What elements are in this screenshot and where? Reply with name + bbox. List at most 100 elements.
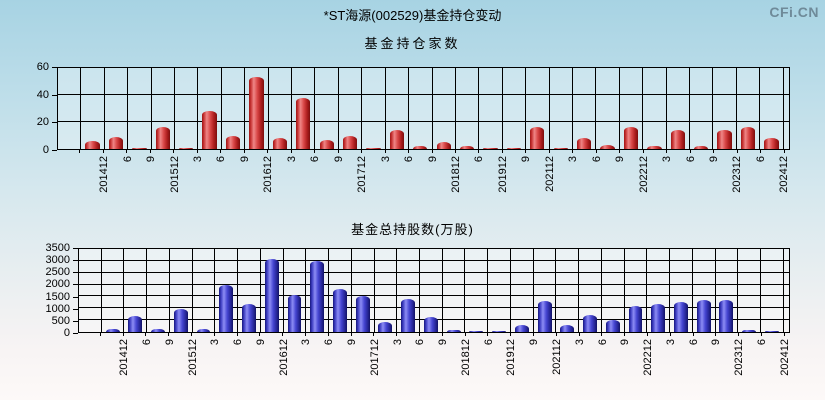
x-axis-labels: 201412 6 9 201512 3 6 9 201612 3 6 9 201712 3 6 9 20181… xyxy=(78,337,791,389)
label-cell: 6 xyxy=(456,154,485,202)
label-cell: 202212 xyxy=(625,337,654,389)
bar-9 xyxy=(225,135,241,149)
spacer-cell xyxy=(79,249,102,332)
spacer-cell xyxy=(784,249,789,332)
bar-9 xyxy=(423,317,438,332)
chart-cell xyxy=(215,249,239,332)
tick-cell xyxy=(625,333,648,336)
label-cell: 9 xyxy=(221,154,251,202)
tick-cell xyxy=(374,333,398,336)
label-cell: 3 xyxy=(174,154,204,202)
chart-cell xyxy=(175,68,199,149)
y-axis-tick xyxy=(52,150,57,151)
tick-cell xyxy=(409,150,433,153)
y-axis-tick xyxy=(73,248,78,249)
cfi-logo[interactable]: CFi.CN xyxy=(769,4,819,20)
label-cell: 9 xyxy=(602,337,631,389)
tick-cell xyxy=(714,150,738,153)
label-cell: 202412 xyxy=(761,154,790,202)
chart-cell xyxy=(556,249,580,332)
bar-3 xyxy=(196,328,211,332)
bar-9 xyxy=(242,304,256,332)
bar-202412 xyxy=(764,330,779,332)
tick-cell xyxy=(397,333,420,336)
y-axis-tick xyxy=(52,94,57,96)
bar-3 xyxy=(272,138,288,149)
bar-201712 xyxy=(342,135,358,149)
bar-201712 xyxy=(355,296,370,332)
label-cell: 202112 xyxy=(526,154,556,202)
bar-9 xyxy=(605,320,620,332)
chart-cell xyxy=(170,249,193,332)
chart-cell xyxy=(152,68,176,149)
bar-201812 xyxy=(436,142,451,149)
tick-cell xyxy=(479,150,503,153)
spacer-cell xyxy=(58,68,82,149)
chart-cell xyxy=(534,249,557,332)
tick-cell xyxy=(738,150,762,153)
bar-6 xyxy=(740,127,756,149)
tick-cell xyxy=(215,333,238,336)
label-cell: 6 xyxy=(292,154,321,202)
tick-cell xyxy=(151,150,175,153)
tick-cell xyxy=(238,333,261,336)
chart-cell xyxy=(488,249,511,332)
tick-cell xyxy=(57,150,81,153)
bar-202312 xyxy=(717,130,732,149)
tick-cell xyxy=(694,333,717,336)
chart-cell xyxy=(433,68,456,149)
chart-cell xyxy=(550,68,573,149)
label-cell: 6 xyxy=(579,337,609,389)
label-cell: 3 xyxy=(192,337,221,389)
chart-cell xyxy=(193,249,216,332)
bar-201912 xyxy=(483,147,498,149)
chart-cell xyxy=(315,68,339,149)
chart-cell xyxy=(693,249,716,332)
chart-cell xyxy=(81,68,105,149)
bar-6 xyxy=(469,330,484,332)
tick-cell xyxy=(466,333,489,336)
chart-cell xyxy=(479,68,503,149)
y-axis-label: 2500 xyxy=(45,266,70,279)
label-cell: 202312 xyxy=(714,154,743,202)
tick-cell xyxy=(433,150,456,153)
bar-6 xyxy=(583,315,597,332)
bar-9 xyxy=(506,147,522,149)
label-cell: 3 xyxy=(283,337,312,389)
bar-6 xyxy=(108,136,124,149)
tick-cell xyxy=(174,150,198,153)
chart-cell xyxy=(602,249,625,332)
bar-202412 xyxy=(764,138,779,149)
chart-cell xyxy=(386,68,410,149)
bar-201912 xyxy=(492,330,507,332)
label-cell: 3 xyxy=(268,154,298,202)
chart-cell xyxy=(760,68,784,149)
label-cell: 201412 xyxy=(80,154,110,202)
chart-cell xyxy=(124,249,148,332)
tick-cell xyxy=(192,333,215,336)
tick-cell xyxy=(488,333,512,336)
label-cell: 6 xyxy=(397,337,426,389)
gridline-horizontal xyxy=(58,94,789,95)
y-axis-tick xyxy=(73,320,78,322)
tick-cell xyxy=(691,150,715,153)
label-cell: 202412 xyxy=(761,337,791,389)
bar-3 xyxy=(378,321,393,332)
tick-cell xyxy=(315,150,339,153)
bar-6 xyxy=(310,260,325,332)
label-cell: 3 xyxy=(648,337,677,389)
plot-area xyxy=(57,67,790,150)
chart-cell xyxy=(409,68,433,149)
chart-cell xyxy=(761,249,784,332)
tick-cell xyxy=(443,333,466,336)
y-axis-label: 500 xyxy=(51,314,70,327)
label-cell: 201912 xyxy=(488,337,517,389)
tick-cell xyxy=(580,333,603,336)
label-cell: 3 xyxy=(362,154,392,202)
bar-9 xyxy=(132,147,147,149)
tick-cell xyxy=(221,150,245,153)
tick-cell xyxy=(78,333,101,336)
chart-cell xyxy=(670,249,693,332)
bar-202312 xyxy=(719,300,734,332)
tick-cell xyxy=(526,150,550,153)
